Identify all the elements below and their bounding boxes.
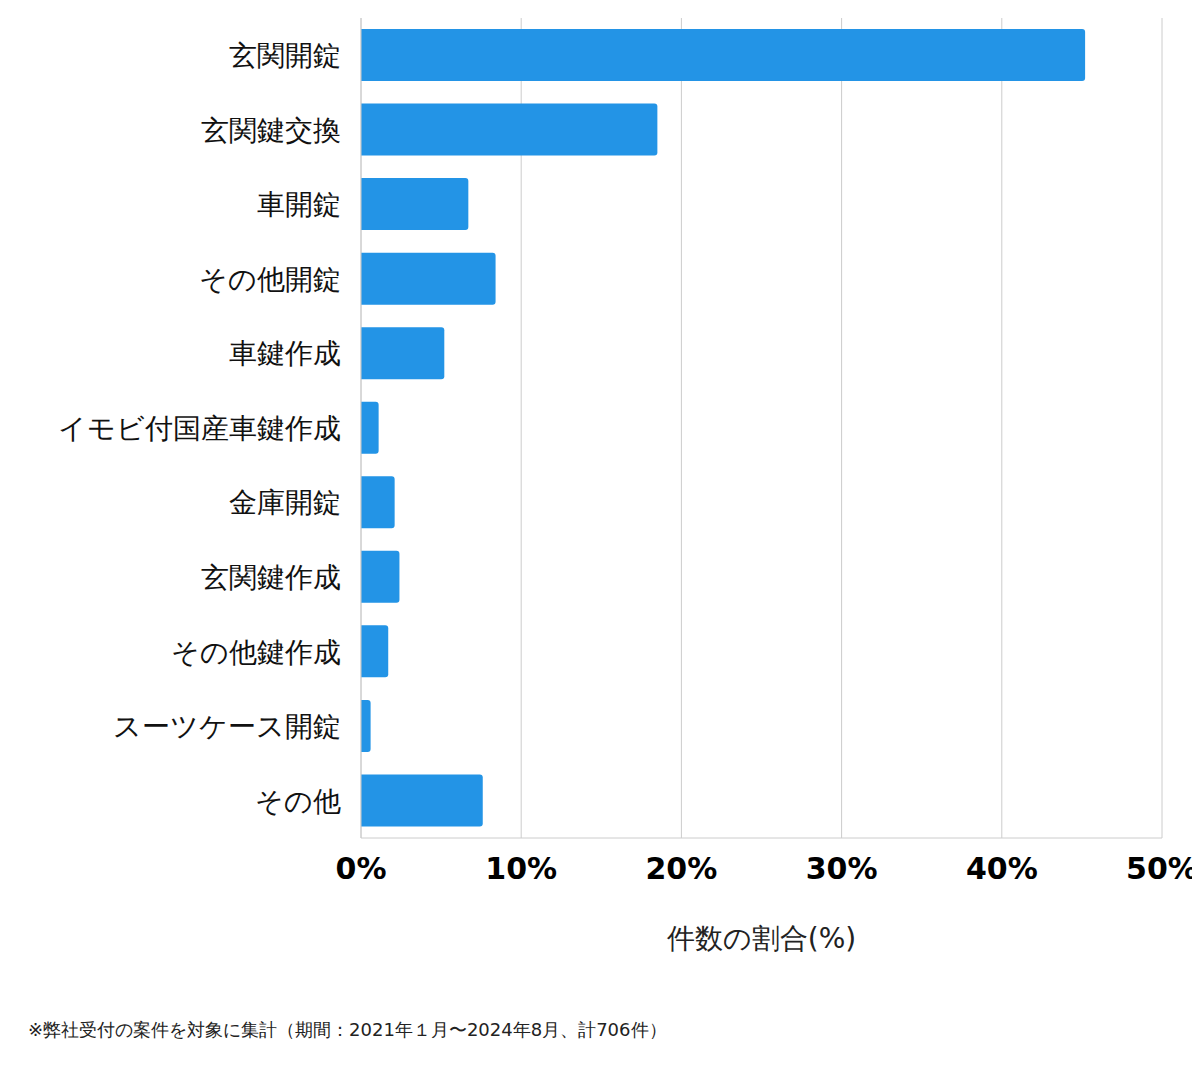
html-text:※弊社受付の案件を対象に集計（期間：2021年１月〜2024: ※弊社受付の案件を対象に集計（期間：2021年１月〜2024年8月、計706件） bbox=[28, 1019, 667, 1040]
svg-text:その他鍵作成: その他鍵作成 bbox=[171, 636, 341, 669]
svg-text:イモビ付国産車鍵作成: イモビ付国産車鍵作成 bbox=[58, 412, 341, 445]
svg-text:50%: 50% bbox=[1126, 851, 1192, 886]
svg-text:その他開錠: その他開錠 bbox=[199, 263, 341, 296]
svg-text:その他: その他 bbox=[255, 785, 341, 818]
svg-text:30%: 30% bbox=[806, 851, 878, 886]
svg-text:スーツケース開錠: スーツケース開錠 bbox=[113, 710, 341, 743]
svg-text:車鍵作成: 車鍵作成 bbox=[229, 337, 341, 370]
svg-text:件数の割合(%): 件数の割合(%) bbox=[667, 922, 856, 955]
svg-text:玄関鍵交換: 玄関鍵交換 bbox=[201, 114, 341, 147]
svg-text:玄関開錠: 玄関開錠 bbox=[229, 39, 341, 72]
svg-text:20%: 20% bbox=[645, 851, 717, 886]
svg-text:金庫開錠: 金庫開錠 bbox=[229, 486, 341, 519]
svg-text:車開錠: 車開錠 bbox=[257, 188, 341, 221]
svg-text:10%: 10% bbox=[485, 851, 557, 886]
svg-text:玄関鍵作成: 玄関鍵作成 bbox=[201, 561, 341, 594]
svg-text:40%: 40% bbox=[966, 851, 1038, 886]
svg-text:0%: 0% bbox=[336, 851, 387, 886]
